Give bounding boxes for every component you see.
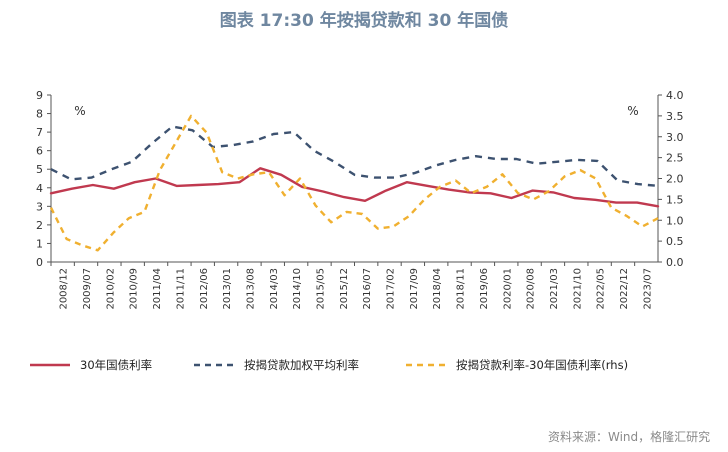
chart-title: 图表 17:30 年按揭贷款和 30 年国债 bbox=[219, 11, 509, 31]
right-tick-label: 1.5 bbox=[666, 193, 684, 206]
x-tick-label: 2017/09 bbox=[409, 268, 420, 310]
left-tick-label: 9 bbox=[36, 89, 43, 102]
x-tick-label: 2018/04 bbox=[432, 268, 443, 310]
right-tick-label: 3.0 bbox=[666, 131, 684, 144]
x-tick-label: 2012/06 bbox=[199, 268, 210, 310]
left-unit-label: % bbox=[74, 104, 85, 118]
x-tick-label: 2017/02 bbox=[386, 268, 397, 310]
x-tick-label: 2022/12 bbox=[619, 268, 630, 310]
x-tick-label: 2015/05 bbox=[315, 268, 326, 310]
x-tick-label: 2021/10 bbox=[572, 268, 583, 310]
x-tick-label: 2013/01 bbox=[222, 268, 233, 310]
source-note: 资料来源：Wind，格隆汇研究 bbox=[548, 430, 711, 444]
left-tick-label: 4 bbox=[36, 182, 43, 195]
right-tick-label: 4.0 bbox=[666, 89, 684, 102]
right-tick-label: 1.0 bbox=[666, 214, 684, 227]
series-line-1 bbox=[49, 167, 660, 208]
left-tick-label: 8 bbox=[36, 108, 43, 121]
x-tick-label: 2022/05 bbox=[596, 268, 607, 310]
x-tick-label: 2015/12 bbox=[339, 268, 350, 310]
right-tick-label: 0.5 bbox=[666, 235, 684, 248]
x-tick-label: 2020/01 bbox=[502, 268, 513, 310]
left-tick-label: 6 bbox=[36, 145, 43, 158]
x-tick-label: 2014/03 bbox=[269, 268, 280, 310]
x-tick-label: 2011/11 bbox=[175, 268, 186, 310]
x-tick-label: 2016/07 bbox=[362, 268, 373, 310]
left-tick-label: 2 bbox=[36, 219, 43, 232]
series-line-2 bbox=[50, 125, 659, 188]
x-tick-label: 2014/10 bbox=[292, 268, 303, 310]
legend-label-1: 30年国债利率 bbox=[80, 358, 152, 372]
x-tick-label: 2010/02 bbox=[105, 268, 116, 310]
x-tick-label: 2009/07 bbox=[82, 268, 93, 310]
left-tick-label: 3 bbox=[36, 200, 43, 213]
x-tick-label: 2010/09 bbox=[129, 268, 140, 310]
right-tick-label: 0.0 bbox=[666, 256, 684, 269]
right-tick-label: 2.0 bbox=[666, 173, 684, 186]
left-tick-label: 0 bbox=[36, 256, 43, 269]
x-tick-label: 2023/07 bbox=[642, 268, 653, 310]
x-tick-label: 2021/03 bbox=[549, 268, 560, 310]
series-line-3 bbox=[49, 114, 659, 252]
x-tick-label: 2020/08 bbox=[526, 268, 537, 310]
x-tick-label: 2011/04 bbox=[152, 268, 163, 310]
x-tick-label: 2008/12 bbox=[59, 268, 70, 310]
left-tick-label: 7 bbox=[36, 126, 43, 139]
legend: 30年国债利率 按揭贷款加权平均利率 按揭贷款利率-30年国债利率(rhs) bbox=[30, 358, 628, 372]
right-unit-label: % bbox=[627, 104, 638, 118]
x-tick-label: 2019/06 bbox=[479, 268, 490, 310]
right-tick-label: 3.5 bbox=[666, 110, 684, 123]
legend-label-2: 按揭贷款加权平均利率 bbox=[244, 358, 359, 372]
left-tick-label: 1 bbox=[36, 237, 43, 250]
right-tick-label: 2.5 bbox=[666, 152, 684, 165]
left-tick-label: 5 bbox=[36, 163, 43, 176]
legend-label-3: 按揭贷款利率-30年国债利率(rhs) bbox=[456, 358, 628, 372]
x-tick-label: 2013/08 bbox=[245, 268, 256, 310]
x-tick-label: 2018/11 bbox=[456, 268, 467, 310]
series-layer bbox=[49, 114, 660, 252]
axes: 0 1 2 3 4 5 6 7 8 9 0.0 0.5 1.0 1.5 2.0 2.5 3.0 3.5 4.0% % 2… bbox=[36, 89, 684, 310]
